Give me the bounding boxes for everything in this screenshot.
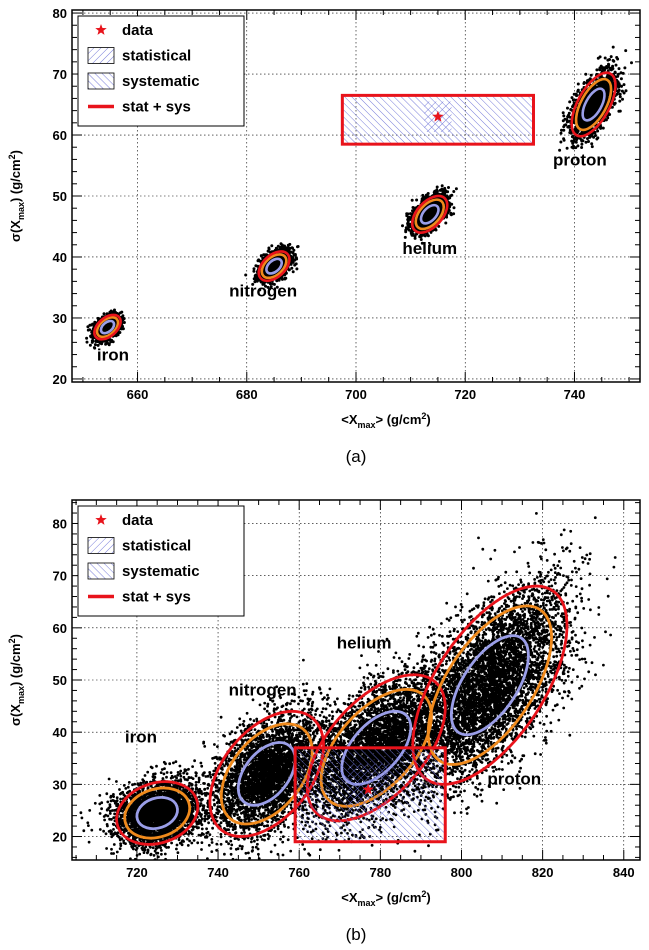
- panel-b-caption: (b): [346, 925, 367, 944]
- label-iron: iron: [125, 728, 157, 747]
- panel-a-caption: (a): [346, 447, 367, 466]
- panel-b-x-axis-label: <Xmax> (g/cm2): [341, 889, 431, 908]
- legend-label-stat_sys: stat + sys: [122, 589, 191, 606]
- y-tick-label: 50: [53, 189, 67, 204]
- y-tick-label: 40: [53, 250, 67, 265]
- panel-a-legend: data statistical systematic stat + sys: [78, 16, 244, 126]
- y-tick-label: 70: [53, 67, 67, 82]
- label-iron: iron: [97, 346, 129, 365]
- y-tick-label: 20: [53, 372, 67, 387]
- label-helium: helium: [337, 634, 392, 653]
- y-tick-label: 30: [53, 311, 67, 326]
- panel-a-data-boxes: [342, 95, 533, 144]
- label-proton: proton: [487, 769, 541, 788]
- legend-label-systematic: systematic: [122, 563, 200, 580]
- x-tick-label: 740: [207, 865, 229, 880]
- y-tick-label: 30: [53, 777, 67, 792]
- x-tick-label: 720: [126, 865, 148, 880]
- x-tick-label: 660: [127, 387, 149, 402]
- label-nitrogen: nitrogen: [229, 282, 297, 301]
- y-tick-label: 20: [53, 830, 67, 845]
- y-tick-label: 40: [53, 725, 67, 740]
- legend-label-data: data: [122, 512, 154, 529]
- x-tick-label: 680: [236, 387, 258, 402]
- x-tick-label: 760: [288, 865, 310, 880]
- panel-b: iron nitrogen helium proton 720 740 760 780 800…: [7, 500, 640, 944]
- y-tick-label: 50: [53, 673, 67, 688]
- panel-b-legend: data statistical systematic stat + sys: [78, 506, 244, 616]
- y-tick-label: 60: [53, 621, 67, 636]
- legend-label-statistical: statistical: [122, 538, 191, 555]
- scatter-points-iron: [85, 309, 126, 350]
- panel-a: iron nitrogen helium proton 660 680 700 720 740…: [7, 6, 640, 466]
- y-tick-label: 70: [53, 569, 67, 584]
- panel-b-y-axis-label: σ(Xmax) (g/cm2): [7, 634, 26, 726]
- panel-a-component-labels: iron nitrogen helium proton: [97, 151, 607, 365]
- legend-statistical-swatch: [88, 538, 114, 554]
- x-tick-label: 700: [345, 387, 367, 402]
- panel-b-data-boxes: [295, 748, 445, 842]
- legend-label-data: data: [122, 22, 154, 39]
- x-tick-label: 820: [532, 865, 554, 880]
- scatter-points-helium: [401, 184, 458, 246]
- panel-a-x-axis-label: <Xmax> (g/cm2): [341, 411, 431, 430]
- label-proton: proton: [553, 151, 607, 170]
- legend-systematic-swatch: [88, 563, 114, 579]
- legend-statistical-swatch: [88, 48, 114, 64]
- label-nitrogen: nitrogen: [229, 681, 297, 700]
- x-tick-label: 720: [454, 387, 476, 402]
- legend-systematic-swatch: [88, 73, 114, 89]
- legend-label-stat_sys: stat + sys: [122, 99, 191, 116]
- y-tick-label: 80: [53, 516, 67, 531]
- x-tick-label: 780: [369, 865, 391, 880]
- y-tick-label: 80: [53, 6, 67, 21]
- x-tick-label: 840: [613, 865, 635, 880]
- panel-a-y-axis-label: σ(Xmax) (g/cm2): [7, 150, 26, 242]
- x-tick-label: 800: [451, 865, 473, 880]
- label-helium: helium: [402, 239, 457, 258]
- legend-label-statistical: statistical: [122, 48, 191, 65]
- x-tick-label: 740: [564, 387, 586, 402]
- legend-label-systematic: systematic: [122, 73, 200, 90]
- scatter-points-proton: [558, 46, 633, 161]
- y-tick-label: 60: [53, 128, 67, 143]
